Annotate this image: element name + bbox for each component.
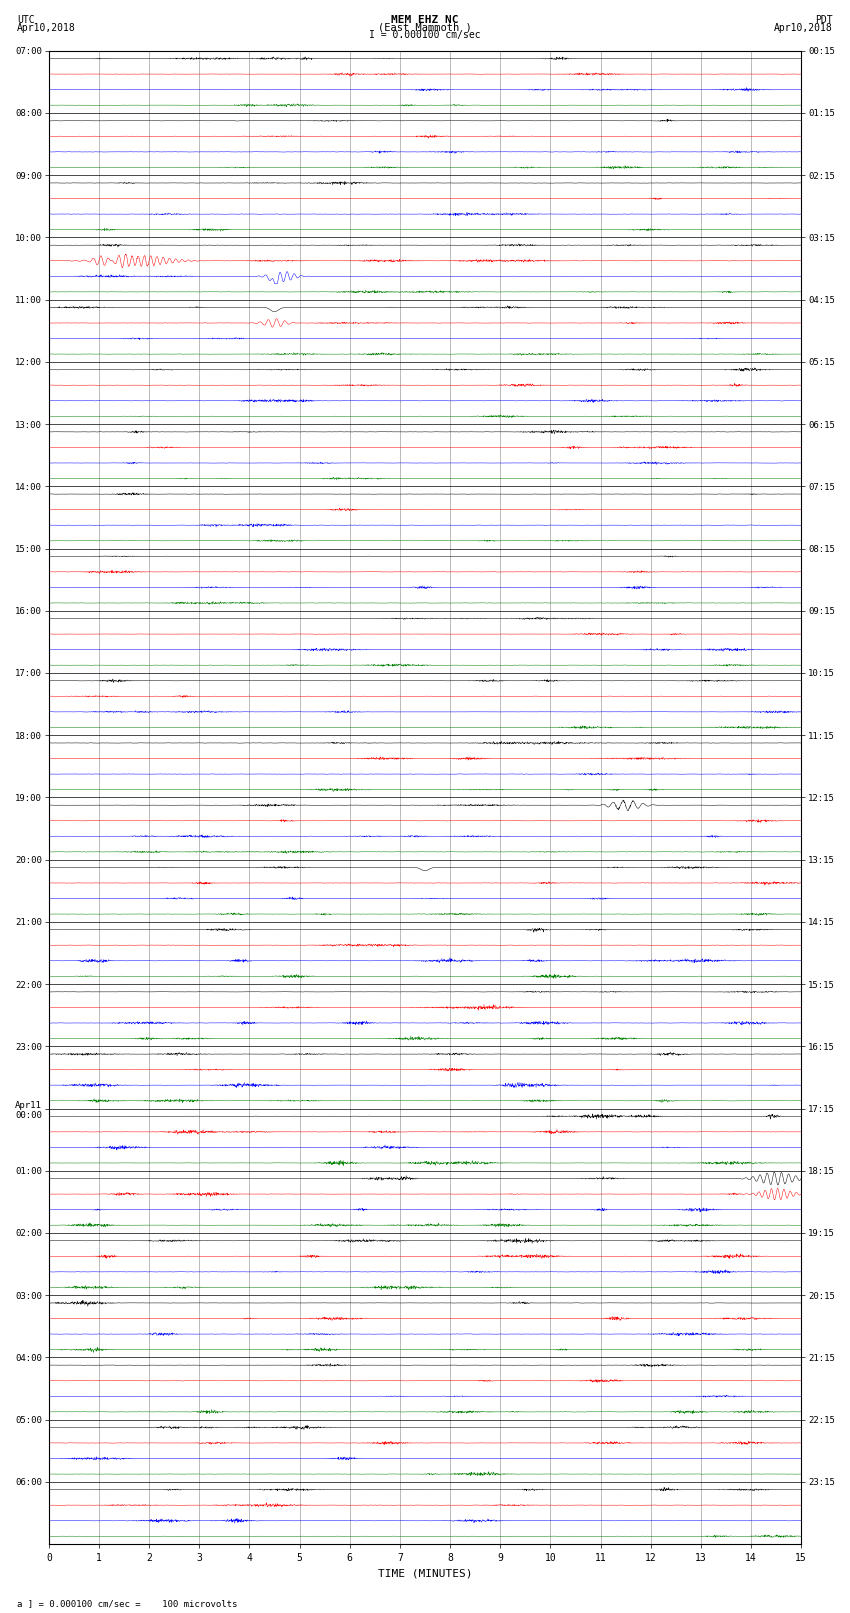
X-axis label: TIME (MINUTES): TIME (MINUTES) — [377, 1569, 473, 1579]
Text: Apr10,2018: Apr10,2018 — [774, 23, 833, 32]
Text: (East Mammoth ): (East Mammoth ) — [378, 23, 472, 32]
Text: a ] = 0.000100 cm/sec =    100 microvolts: a ] = 0.000100 cm/sec = 100 microvolts — [17, 1598, 237, 1608]
Text: PDT: PDT — [815, 16, 833, 26]
Text: Apr10,2018: Apr10,2018 — [17, 23, 76, 32]
Text: I = 0.000100 cm/sec: I = 0.000100 cm/sec — [369, 31, 481, 40]
Text: UTC: UTC — [17, 16, 35, 26]
Text: MEM EHZ NC: MEM EHZ NC — [391, 16, 459, 26]
